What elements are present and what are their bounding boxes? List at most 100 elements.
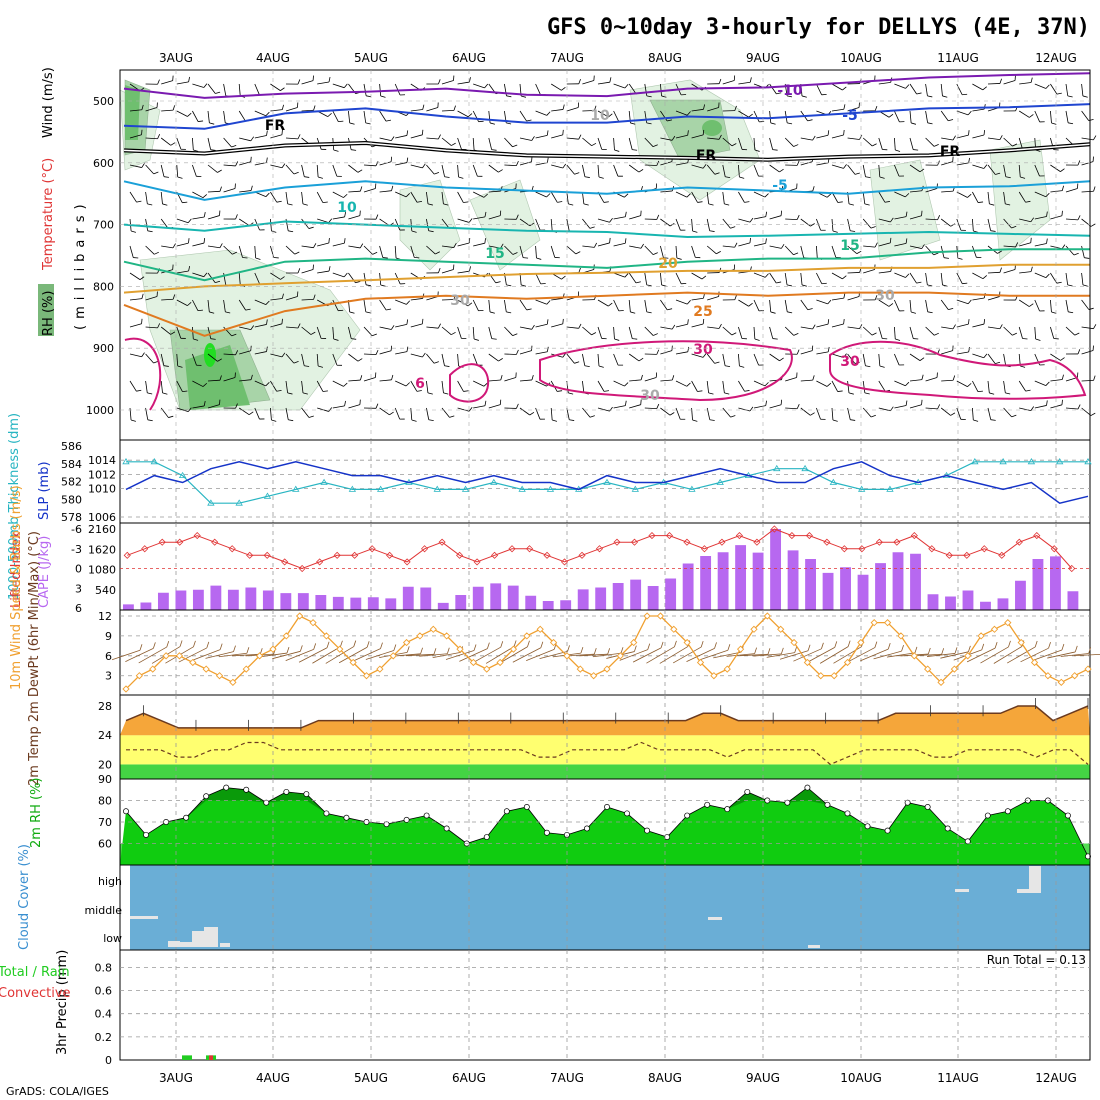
wind-barb [519,245,524,258]
wind-speed-marker [162,652,170,660]
wind-barb-flag [927,122,933,125]
wind-barb-10m [405,653,434,657]
li-marker [281,558,289,566]
wind-barb [706,218,711,231]
wind-barb [410,134,423,139]
wind-barb-flag [793,333,799,336]
wind-barb [941,161,953,166]
wind-barb [582,137,592,147]
wind-barb-flag [919,168,925,173]
cape-bar [367,597,379,610]
wind-barb-flag [1005,392,1011,395]
wind-barb-flag [687,130,689,136]
rh2m-marker [784,799,791,806]
wind-barb-10m-flag [420,647,423,654]
wind-barb [816,351,829,355]
wind-barb-flag [776,92,782,95]
wind-barb [1034,191,1046,198]
wind-barb-flag [333,149,339,152]
rh2m-marker [864,823,871,830]
wind-barb [831,108,844,112]
wind-barb-flag [526,308,532,311]
wind-barb-flag [297,268,301,274]
wind-barb [613,164,619,177]
wind-barb-flag [531,324,535,330]
wind-barb [176,407,189,412]
wind-barb-flag [328,238,330,244]
wind-barb [707,326,720,329]
wind-barb-flag [153,171,159,175]
wind-barb [785,218,798,220]
wind-barb-flag [177,365,183,368]
wind-barb-flag [344,211,346,218]
wind-barb-flag [702,163,707,169]
wind-barb-flag [884,201,890,203]
wind-barb-flag [491,149,497,151]
wind-barb-flag [562,104,565,110]
wind-barb [800,161,813,166]
li-marker [928,545,936,553]
wind-barb [925,137,935,147]
wind-barb [644,407,657,409]
li-marker [368,545,376,553]
wind-barb-10m [365,650,394,660]
rh-shading-dark [185,345,250,410]
wind-barb-flag [411,419,417,422]
precip-legend-rain: Total / Rain [0,965,70,980]
wind-barb [1081,245,1085,258]
wind-barb [160,164,165,177]
wind-barb [176,270,189,274]
li-marker [508,545,516,553]
wind-barb [379,326,392,330]
wind-barb-flag [927,311,933,314]
x-tick-label-bottom: 8AUG [648,1071,682,1085]
wind-barb [207,245,220,249]
wind-barb-flag [957,257,963,260]
cape-bar [665,578,677,610]
thickness-marker [461,485,470,492]
wind-barb-flag [333,338,339,341]
wind-speed-marker [576,665,584,673]
wind-speed-marker [429,625,437,633]
thickness-marker [1084,458,1092,465]
wind-barb [441,109,455,112]
wind-barb-10m-flag [380,642,383,649]
wind-barb-10m-flag [1048,642,1051,649]
wind-barb [582,407,591,418]
wind-barb-flag [139,276,145,280]
wind-barb-flag [562,163,567,169]
contour-label: 30 [840,354,860,370]
cape-bar [560,600,572,610]
wind-barb-flag [982,86,987,91]
wind-barb-flag [801,284,807,287]
wind-barb-10m [566,653,595,657]
wind-barb-flag [500,243,504,249]
wind-barb [894,326,896,339]
wind-barb-10m-flag [660,641,664,649]
wind-barb [176,242,189,247]
wind-barb-flag [516,160,519,166]
wind-barb [831,218,834,231]
li-marker [316,558,324,566]
wind-speed-marker [803,658,812,667]
wind-speed-marker [416,632,424,640]
wind-barb-flag [608,113,613,118]
wind-barb-flag [870,226,876,229]
wind-barb [644,110,648,123]
wind-barb-flag [458,176,464,179]
thickness-marker [292,485,300,492]
cape-y-tick: 1080 [88,564,116,577]
wind-barb-flag [734,105,737,111]
wind-barb-flag [919,357,925,361]
wind-barb-flag [280,276,285,280]
wind-barb [488,404,501,409]
wind-barb-10m [980,646,1009,664]
wind-speed-marker [1071,672,1079,680]
wind-barb-flag [531,136,535,141]
wind-barb-flag [983,353,988,358]
wind-barb [332,299,339,311]
wind-barb [566,218,570,231]
wind-barb-flag [1067,95,1073,98]
wind-barb [441,137,452,146]
wind-barb-flag [422,104,425,110]
